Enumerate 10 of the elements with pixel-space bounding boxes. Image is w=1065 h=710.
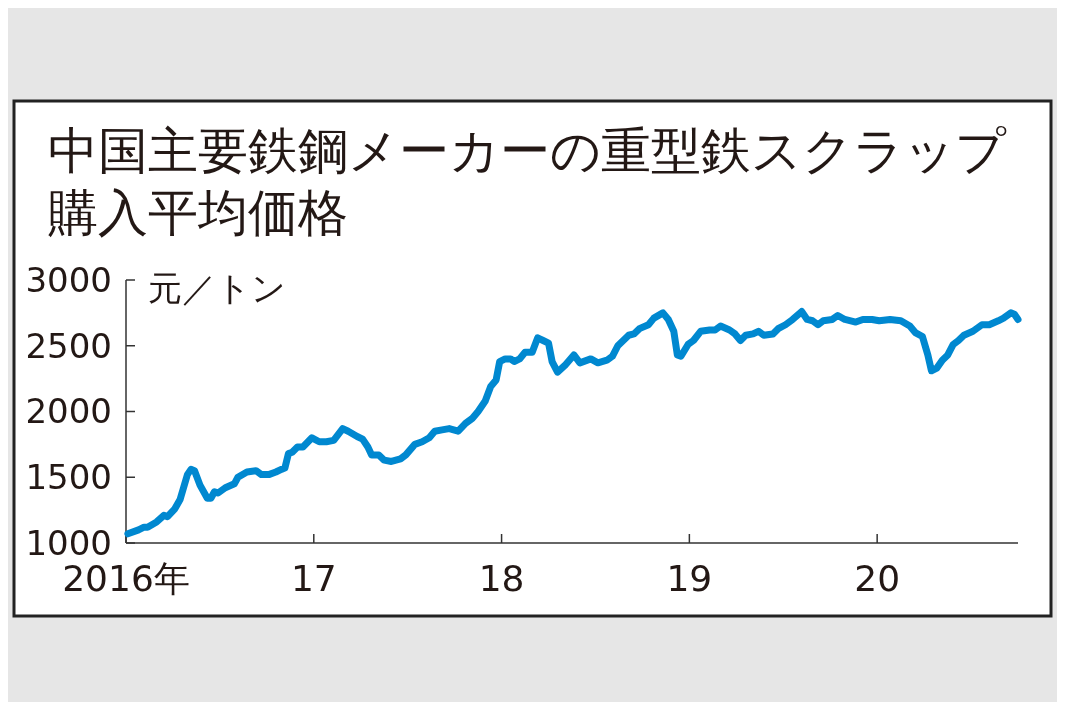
y-tick-label: 1500	[25, 457, 112, 498]
y-tick-label: 3000	[25, 259, 112, 300]
x-tick-label: 17	[290, 558, 337, 599]
x-tick-label: 18	[478, 558, 525, 599]
chart-title: 中国主要鉄鋼メーカーの重型鉄スクラップ購入平均価格	[48, 122, 1007, 242]
x-tick-label: 19	[666, 558, 713, 599]
y-axis-title: 元／トン	[148, 268, 286, 308]
y-tick-label: 2500	[25, 325, 112, 366]
y-tick-label: 2000	[25, 391, 112, 432]
x-tick-label: 20	[854, 558, 901, 599]
